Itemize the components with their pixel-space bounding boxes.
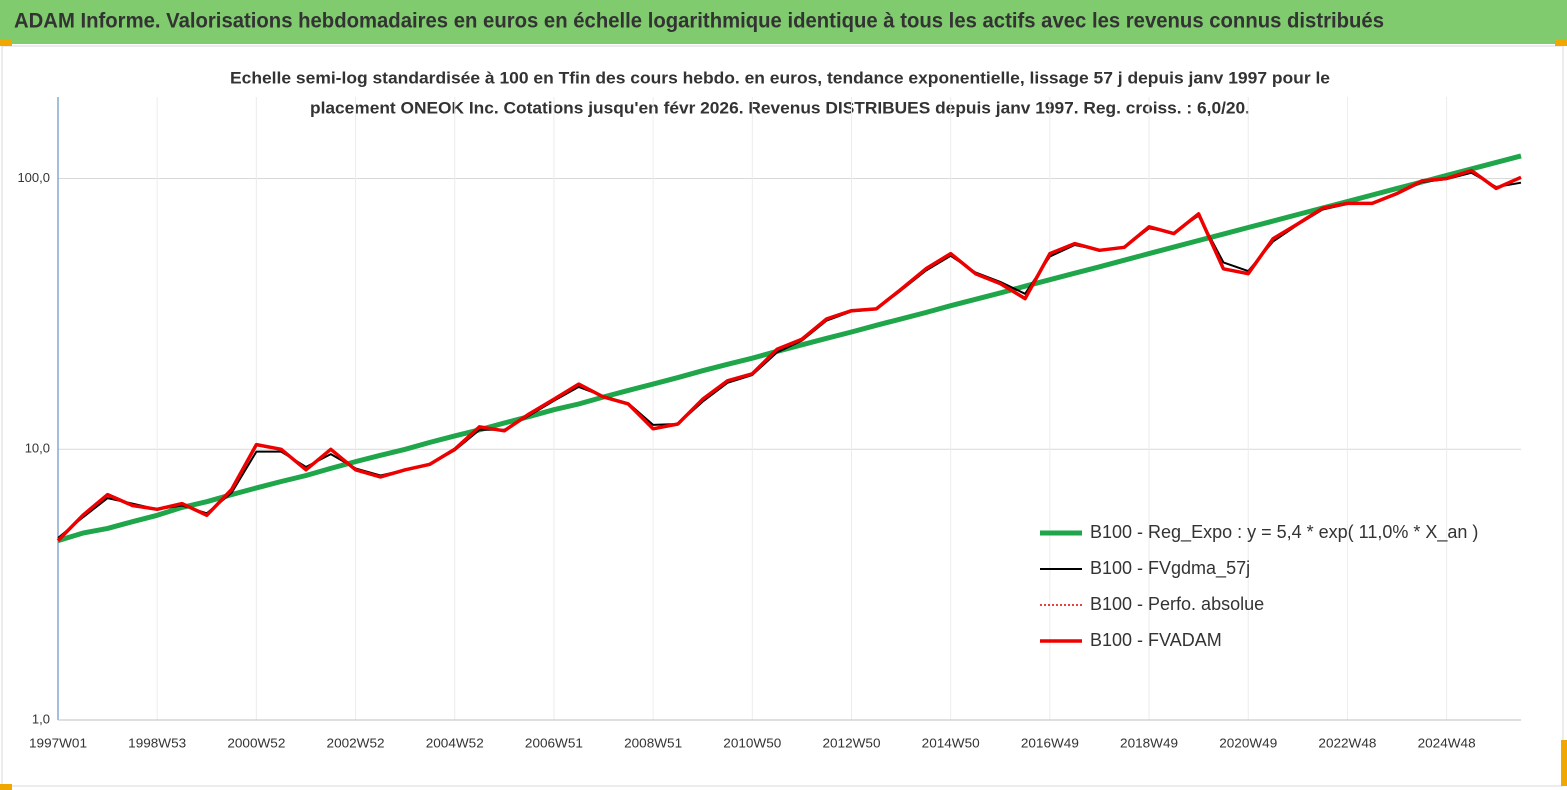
chart-frame	[1, 45, 1564, 787]
series-line	[56, 168, 1522, 542]
x-tick-label: 1997W01	[29, 735, 87, 750]
x-tick-label: 2002W52	[327, 735, 385, 750]
x-tick-label: 2008W51	[624, 735, 682, 750]
legend-label: B100 - FVADAM	[1090, 630, 1222, 650]
y-tick-label: 100,0	[17, 170, 50, 185]
legend: B100 - Reg_Expo : y = 5,4 * exp( 11,0% *…	[1040, 522, 1478, 650]
legend-label: B100 - Reg_Expo : y = 5,4 * exp( 11,0% *…	[1090, 522, 1478, 543]
series-line	[57, 153, 1522, 543]
x-tick-label: 2016W49	[1021, 735, 1079, 750]
corner	[1555, 40, 1567, 46]
header-title: ADAM Informe. Valorisations hebdomadaire…	[14, 10, 1384, 33]
x-tick-label: 2014W50	[922, 735, 980, 750]
corner	[0, 784, 12, 790]
x-tick-label: 2024W48	[1418, 735, 1476, 750]
x-tick-label: 2012W50	[822, 735, 880, 750]
x-tick-label: 2006W51	[525, 735, 583, 750]
x-tick-label: 2022W48	[1318, 735, 1376, 750]
legend-label: B100 - FVgdma_57j	[1090, 558, 1250, 579]
corner	[0, 40, 12, 46]
chart-title: placement ONEOK Inc. Cotations jusqu'en …	[310, 98, 1250, 117]
x-tick-label: 2018W49	[1120, 735, 1178, 750]
legend-label: B100 - Perfo. absolue	[1090, 594, 1264, 614]
corner	[1561, 740, 1567, 786]
y-tick-label: 10,0	[25, 441, 50, 456]
x-tick-label: 2010W50	[723, 735, 781, 750]
grid: 1,0 10,0 100,0 1997W01 1998W53 2000W52 2002W52…	[17, 97, 1521, 750]
x-tick-label: 2000W52	[227, 735, 285, 750]
plot	[56, 153, 1522, 543]
x-tick-label: 2020W49	[1219, 735, 1277, 750]
chart-title: Echelle semi-log standardisée à 100 en T…	[230, 68, 1330, 87]
x-tick-label: 2004W52	[426, 735, 484, 750]
y-tick-label: 1,0	[32, 711, 50, 726]
x-tick-label: 1998W53	[128, 735, 186, 750]
header-bar	[0, 0, 1567, 44]
